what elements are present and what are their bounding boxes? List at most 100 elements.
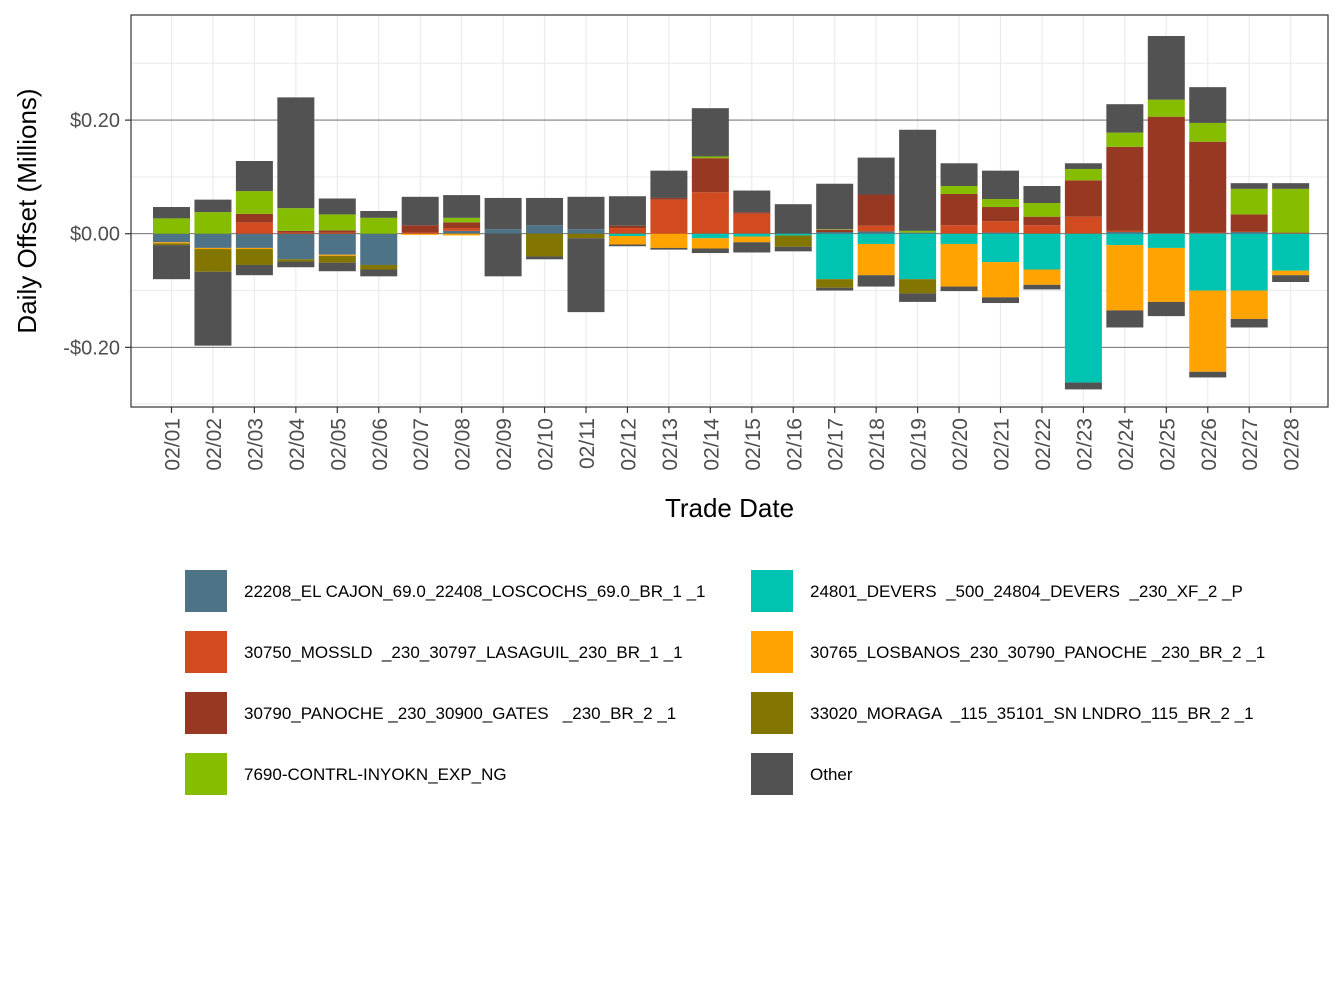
bar-segment	[982, 207, 1019, 222]
bar-segment	[899, 129, 937, 231]
bar-segment	[650, 197, 688, 200]
bar-segment	[982, 233, 1019, 263]
bar-segment	[1230, 232, 1268, 234]
x-tick-label: 02/22	[1032, 418, 1055, 471]
bar-segment	[1230, 231, 1268, 233]
legend: 22208_EL CAJON_69.0_22408_LOSCOCHS_69.0_…	[185, 570, 1265, 795]
bar-segment	[526, 225, 564, 234]
axes: -$0.20 $0.00 $0.20 02/01 02/02 02/03 02/04 02/0…	[63, 110, 1303, 470]
bar-segment	[733, 190, 771, 213]
bar-segment	[1189, 122, 1227, 142]
legend-label: 7690-CONTRL-INYOKN_EXP_NG	[244, 765, 507, 784]
bar-segment	[443, 230, 481, 234]
bar-segment	[899, 279, 937, 294]
bar-segment	[153, 242, 190, 244]
x-tick-label: 02/27	[1239, 418, 1262, 471]
bar-segment	[235, 247, 273, 250]
bar-segment	[857, 194, 895, 226]
x-tick-label: 02/15	[742, 418, 765, 471]
legend-label: 30750_MOSSLD _230_30797_LASAGUIL_230_BR_…	[244, 643, 683, 662]
bar-segment	[1272, 188, 1310, 233]
bar-segment	[443, 217, 481, 223]
bar-segment	[1106, 232, 1144, 234]
bar-segment	[360, 264, 398, 270]
bar-segment	[567, 196, 605, 230]
bar-segment	[940, 186, 978, 194]
bar-segment	[1147, 116, 1185, 234]
bar-segment	[982, 221, 1019, 233]
bar-segment	[1106, 132, 1144, 147]
bar-segment	[982, 232, 1019, 234]
x-tick-label: 02/19	[908, 418, 931, 471]
bar-segment	[318, 254, 356, 256]
bar-segment	[1189, 141, 1227, 233]
legend-swatch	[751, 631, 793, 673]
x-tick-label: 02/05	[327, 418, 350, 471]
y-axis-title: Daily Offset (Millions)	[12, 88, 42, 333]
bar-segment	[153, 207, 190, 219]
legend-swatch	[751, 753, 793, 795]
y-tick-label: -$0.20	[63, 337, 120, 359]
bar-segment	[1147, 36, 1185, 100]
bar-segment	[567, 238, 605, 313]
bar-segment	[1023, 216, 1061, 226]
bar-segment	[1230, 183, 1268, 189]
bar-segment	[816, 287, 854, 291]
bar-segment	[940, 225, 978, 234]
bar-segment	[235, 161, 273, 192]
bar-segment	[857, 225, 895, 232]
bar-segment	[401, 196, 439, 226]
bar-segment	[774, 246, 812, 252]
bar-segment	[401, 225, 439, 233]
legend-label: 33020_MORAGA _115_35101_SN LNDRO_115_BR_…	[810, 704, 1254, 723]
bar-segment	[940, 243, 978, 287]
bar-segment	[1064, 168, 1102, 181]
bar-segment	[899, 233, 937, 280]
bar-segment	[235, 213, 273, 223]
bar-segment	[650, 247, 688, 250]
bar-segment	[816, 279, 854, 288]
bar-segment	[733, 212, 771, 214]
legend-swatch	[185, 753, 227, 795]
x-tick-label: 02/06	[369, 418, 392, 471]
bar-segment	[940, 233, 978, 244]
bar-segment	[484, 229, 522, 234]
bar-segment	[1147, 301, 1185, 317]
bar-segment	[733, 236, 771, 243]
bar-segment	[691, 158, 729, 193]
x-tick-label: 02/07	[410, 418, 433, 471]
legend-swatch	[185, 570, 227, 612]
bar-segment	[1272, 183, 1310, 189]
bar-segment	[1023, 225, 1061, 234]
plot-panel-border	[130, 14, 1329, 408]
bars	[153, 36, 1310, 390]
bar-segment	[443, 222, 481, 229]
legend-label: 30790_PANOCHE _230_30900_GATES _230_BR_2…	[244, 704, 676, 723]
bar-segment	[733, 233, 771, 237]
y-tick-label: $0.20	[70, 110, 120, 132]
bar-segment	[153, 243, 190, 246]
bar-segment	[816, 232, 854, 234]
bar-segment	[1106, 245, 1144, 311]
bar-segment	[982, 170, 1019, 200]
bar-segment	[899, 293, 937, 302]
bar-segment	[982, 297, 1019, 304]
bar-segment	[1106, 146, 1144, 231]
bar-segment	[318, 255, 356, 263]
bar-segment	[857, 233, 895, 244]
bar-segment	[1064, 163, 1102, 169]
bar-segment	[318, 198, 356, 215]
bar-segment	[318, 214, 356, 231]
legend-swatch	[185, 631, 227, 673]
bar-segment	[1023, 186, 1061, 204]
bar-segment	[401, 233, 439, 235]
bar-segment	[774, 233, 812, 236]
bar-segment	[1023, 233, 1061, 270]
bar-segment	[1064, 180, 1102, 217]
bar-segment	[1272, 275, 1310, 283]
bar-segment	[899, 230, 937, 233]
bar-segment	[1106, 310, 1144, 328]
legend-label: 30765_LOSBANOS_230_30790_PANOCHE _230_BR…	[810, 643, 1265, 662]
bar-segment	[1272, 233, 1310, 271]
